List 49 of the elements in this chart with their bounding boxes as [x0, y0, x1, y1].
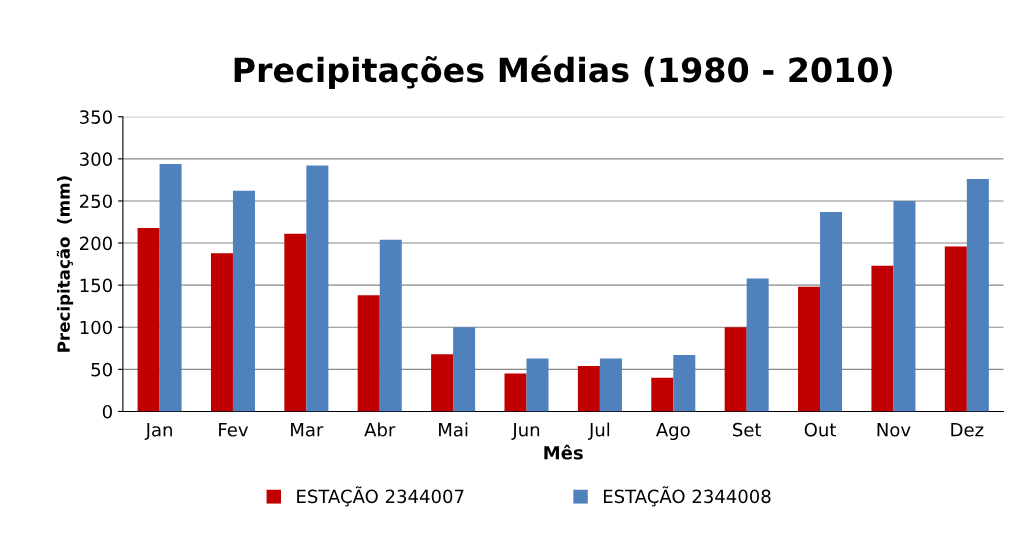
x-tick-label: Nov: [877, 423, 911, 437]
bar: [746, 278, 769, 412]
x-axis-title: Mês: [544, 444, 583, 460]
legend-label: ESTAÇÃO 2344008: [604, 486, 771, 507]
bar: [820, 211, 843, 412]
bar: [431, 354, 454, 412]
y-tick-label: 350: [80, 110, 112, 124]
bar: [357, 295, 380, 412]
bar: [599, 358, 622, 412]
bar: [232, 190, 255, 412]
bar: [379, 239, 402, 412]
bar: [944, 246, 967, 412]
y-tick-label: 0: [102, 404, 112, 419]
bar: [673, 355, 696, 412]
chart-title: Precipitações Médias (1980 - 2010): [234, 55, 892, 89]
bar: [871, 265, 894, 412]
bar: [210, 253, 233, 412]
bar: [724, 327, 747, 412]
x-tick-label: Out: [804, 422, 836, 437]
y-tick-label: 150: [80, 278, 112, 293]
x-tick-label: Jan: [144, 423, 172, 440]
bar: [137, 227, 160, 412]
y-tick-label: 300: [80, 152, 112, 166]
bar: [453, 327, 476, 412]
bar: [306, 165, 329, 412]
bar: [798, 286, 821, 412]
bar: [159, 163, 182, 412]
bar: [966, 179, 989, 412]
bar: [577, 365, 600, 412]
legend-label: ESTAÇÃO 2344007: [297, 486, 464, 507]
y-tick-label: 100: [80, 320, 112, 335]
x-tick-label: Jul: [588, 422, 610, 440]
x-tick-label: Abr: [364, 422, 396, 437]
x-tick-label: Jun: [511, 423, 540, 440]
bar: [893, 200, 916, 412]
y-tick-label: 50: [91, 362, 112, 377]
bar: [504, 373, 527, 412]
y-tick-label: 200: [80, 236, 112, 251]
y-tick-label: 250: [80, 194, 112, 209]
bar: [651, 377, 674, 412]
bar: [284, 233, 307, 412]
x-tick-label: Fev: [219, 423, 249, 437]
bar: [526, 358, 549, 412]
y-axis-title: Precipitação (mm): [56, 176, 74, 352]
x-tick-label: Mar: [291, 423, 324, 437]
x-tick-label: Mai: [439, 422, 468, 437]
x-tick-label: Set: [733, 422, 762, 437]
x-tick-label: Ago: [655, 423, 690, 441]
x-tick-label: Dez: [951, 423, 984, 437]
